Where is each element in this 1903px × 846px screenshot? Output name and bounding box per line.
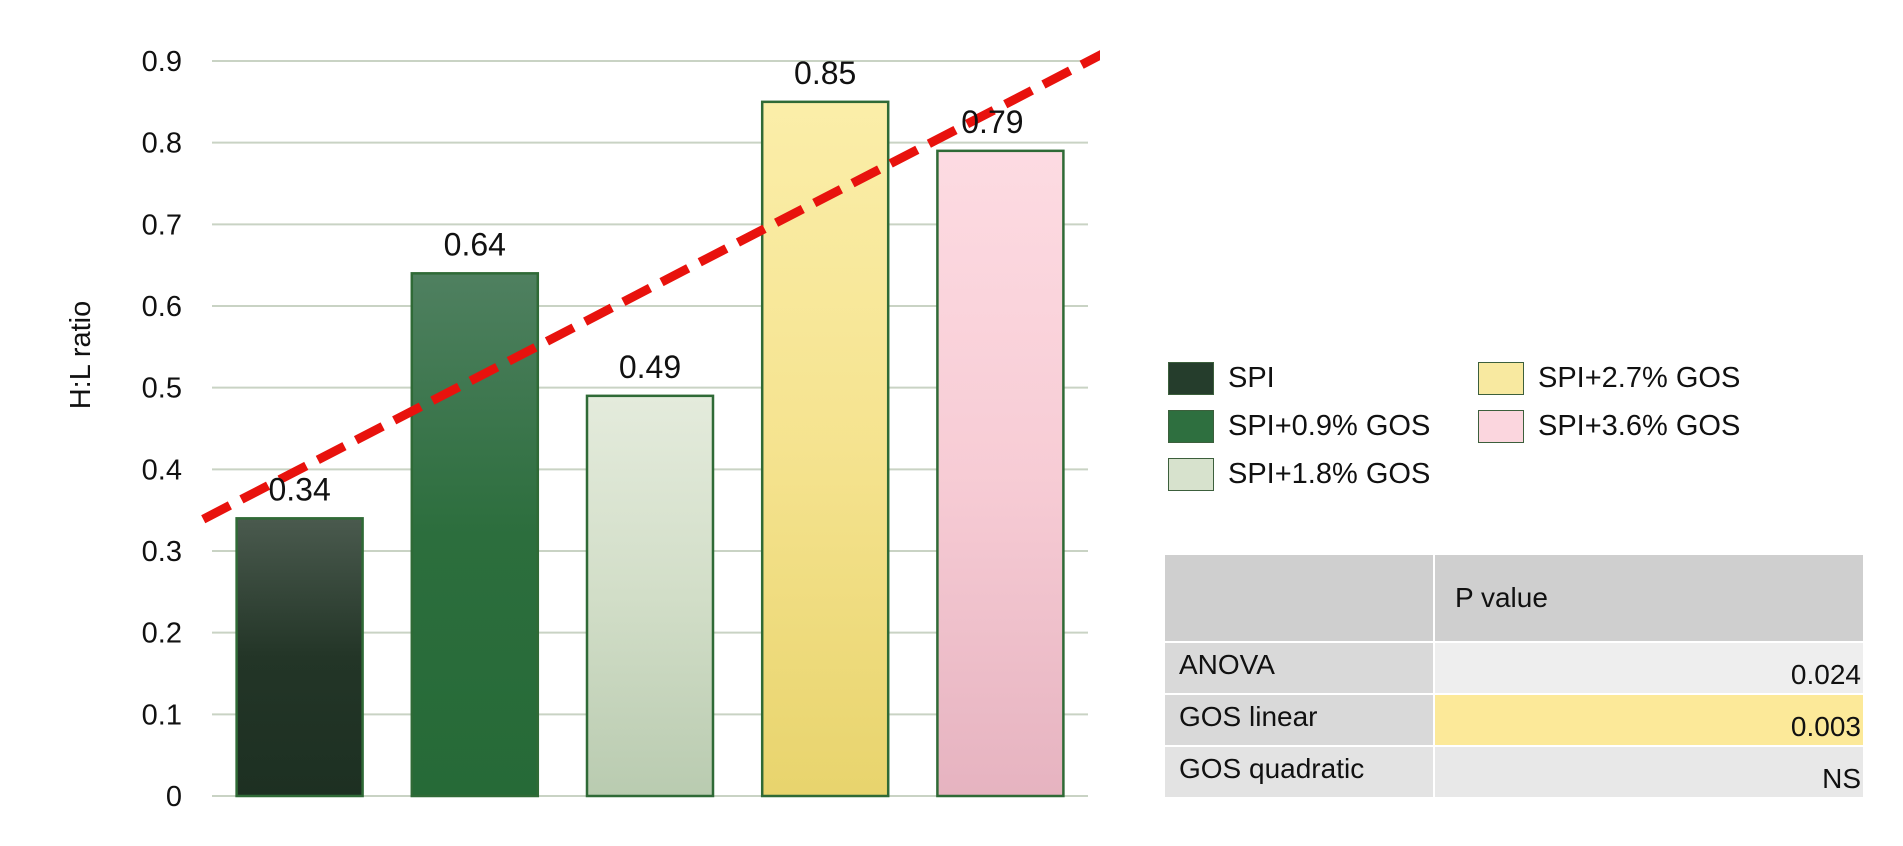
legend-swatch xyxy=(1168,362,1214,395)
legend: SPI SPI+0.9% GOS SPI+1.8% GOS SPI+2.7% G… xyxy=(1168,362,1788,512)
header-value-cell: P value xyxy=(1433,553,1865,643)
y-tick-label: 0 xyxy=(166,781,182,813)
bar-1 xyxy=(235,517,364,798)
legend-item-spi-1-8-gos: SPI+1.8% GOS xyxy=(1168,458,1430,491)
row-value-cell: NS xyxy=(1433,745,1865,799)
legend-label: SPI+2.7% GOS xyxy=(1538,362,1741,394)
p-value-table: P value ANOVA 0.024 GOS linear 0.003 GOS… xyxy=(1163,553,1865,799)
bar-3 xyxy=(585,394,715,798)
legend-item-spi-3-6-gos: SPI+3.6% GOS xyxy=(1478,410,1740,443)
data-label: 0.64 xyxy=(444,226,506,262)
data-label: 0.85 xyxy=(794,55,856,91)
legend-label: SPI xyxy=(1228,362,1275,394)
legend-swatch xyxy=(1168,410,1214,443)
y-axis-ticks: 0 0.1 0.2 0.3 0.4 0.5 0.6 0.7 0.8 0.9 xyxy=(142,46,182,813)
y-tick-label: 0.5 xyxy=(142,373,182,405)
row-label-cell: ANOVA xyxy=(1163,641,1435,695)
legend-label: SPI+1.8% GOS xyxy=(1228,458,1431,490)
row-value-cell-highlighted: 0.003 xyxy=(1433,693,1865,747)
row-label-cell: GOS quadratic xyxy=(1163,745,1435,799)
legend-item-spi-0-9-gos: SPI+0.9% GOS xyxy=(1168,410,1430,443)
bar-5 xyxy=(936,149,1065,798)
legend-label: SPI+3.6% GOS xyxy=(1538,410,1741,442)
y-tick-label: 0.7 xyxy=(142,209,182,241)
y-tick-label: 0.6 xyxy=(142,291,182,323)
bars xyxy=(235,100,1065,798)
bar-chart: 0 0.1 0.2 0.3 0.4 0.5 0.6 0.7 0.8 0.9 0.34 0.64 0.4… xyxy=(65,46,1100,813)
table-row: ANOVA 0.024 xyxy=(1163,641,1865,695)
table-row: GOS quadratic NS xyxy=(1163,745,1865,799)
y-tick-label: 0.2 xyxy=(142,618,182,650)
data-label: 0.79 xyxy=(961,104,1023,140)
row-value-cell: 0.024 xyxy=(1433,641,1865,695)
y-tick-label: 0.8 xyxy=(142,128,182,160)
legend-swatch xyxy=(1478,410,1524,443)
y-tick-label: 0.1 xyxy=(142,699,182,731)
table-header-row: P value xyxy=(1163,553,1865,643)
legend-item-spi-2-7-gos: SPI+2.7% GOS xyxy=(1478,362,1740,395)
y-axis-label: H:L ratio xyxy=(65,301,97,410)
bar-4 xyxy=(760,100,890,798)
row-label-cell: GOS linear xyxy=(1163,693,1435,747)
data-label: 0.49 xyxy=(619,349,681,385)
y-tick-label: 0.4 xyxy=(142,454,182,486)
table-row: GOS linear 0.003 xyxy=(1163,693,1865,747)
y-tick-label: 0.9 xyxy=(142,46,182,78)
data-labels: 0.34 0.64 0.49 0.85 0.79 xyxy=(268,55,1023,508)
legend-label: SPI+0.9% GOS xyxy=(1228,410,1431,442)
data-label: 0.34 xyxy=(268,471,330,507)
legend-swatch xyxy=(1168,458,1214,491)
legend-swatch xyxy=(1478,362,1524,395)
y-tick-label: 0.3 xyxy=(142,536,182,568)
legend-item-spi: SPI xyxy=(1168,362,1275,395)
header-label-cell xyxy=(1163,553,1435,643)
